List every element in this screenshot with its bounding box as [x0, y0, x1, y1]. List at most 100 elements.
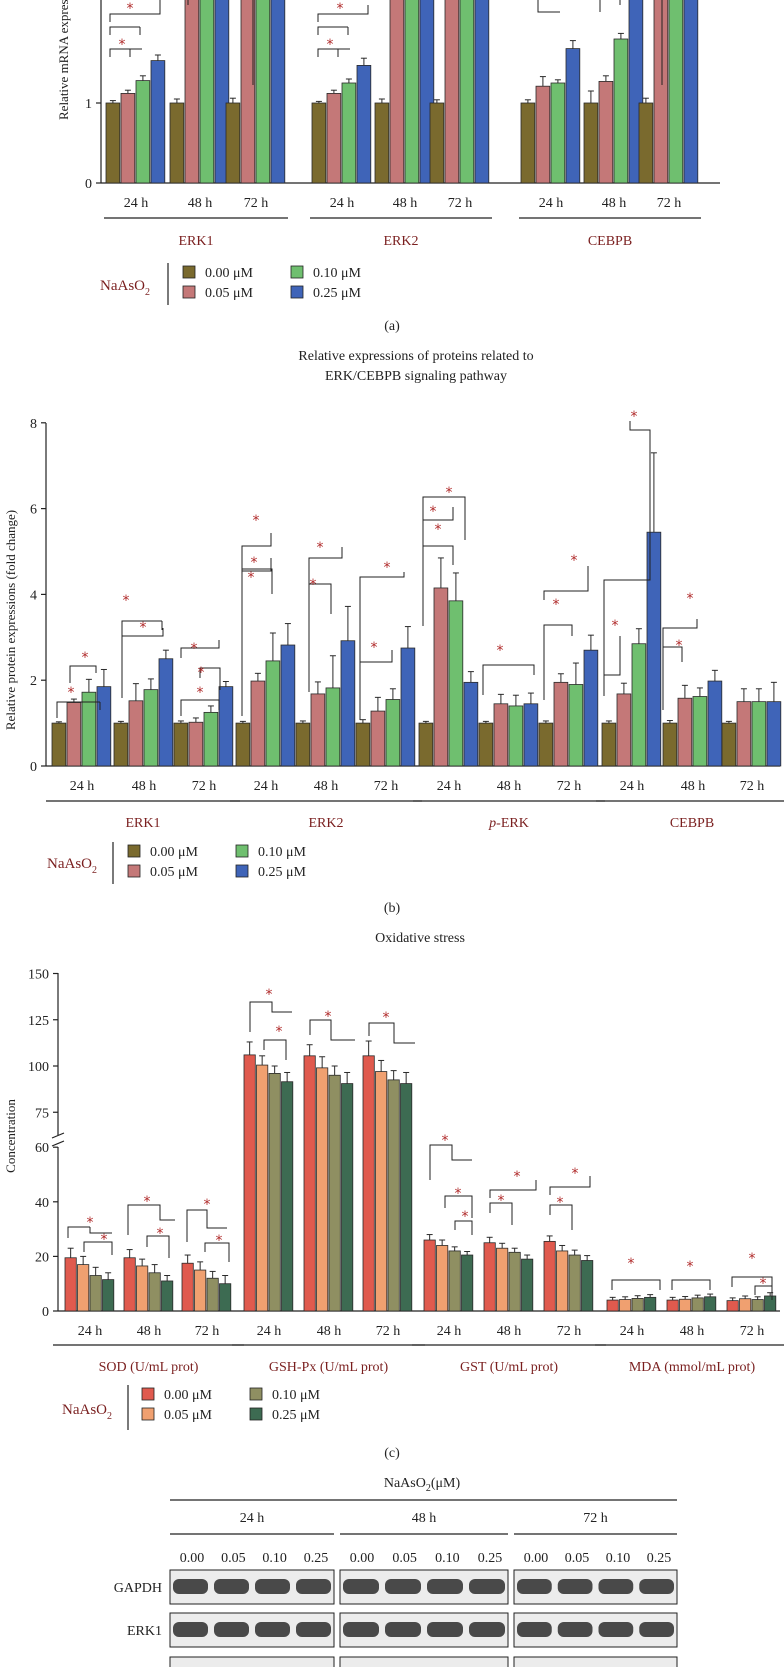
significance-bracket	[543, 566, 589, 600]
panel-a-label: (a)	[384, 319, 400, 334]
sig-star: *	[498, 1193, 505, 1209]
blot-row-label: GAPDH	[114, 1581, 162, 1596]
bar-pc-6-1	[436, 1245, 449, 1312]
significance-bracket	[308, 547, 343, 661]
sig-star: *	[371, 640, 378, 656]
significance-bracket	[241, 533, 272, 706]
bar-pb-0-2	[81, 691, 97, 767]
significance-bracket	[429, 1144, 472, 1180]
y-tick-label: 150	[28, 968, 49, 983]
sig-star: *	[435, 522, 442, 538]
x-tick-label: 24 h	[254, 779, 279, 794]
sig-star: *	[384, 560, 391, 576]
group-label-0: SOD (U/mL prot)	[99, 1360, 199, 1375]
y-tick-label: 4	[30, 588, 37, 603]
bar-pb-7-0	[478, 722, 494, 767]
significance-bracket	[731, 1276, 773, 1290]
svg-text:NaAsO2: NaAsO2	[100, 278, 150, 298]
significance-bracket	[83, 1241, 113, 1255]
significance-bracket	[67, 1226, 112, 1238]
legend-swatch-0	[182, 265, 196, 279]
bar-pc-0-3	[102, 1279, 115, 1312]
blot-conc-label: 0.00	[524, 1551, 549, 1566]
significance-bracket	[489, 1180, 537, 1198]
sig-star: *	[676, 638, 683, 654]
sig-star: *	[197, 685, 204, 701]
significance-bracket	[127, 1204, 175, 1235]
sig-star: *	[157, 1226, 164, 1242]
x-tick-label: 24 h	[78, 1324, 103, 1339]
bar-pb-4-0	[295, 722, 311, 767]
bar-pa-6-3	[565, 48, 581, 184]
bar-pa-3-2	[341, 82, 357, 184]
bar-pa-8-0	[638, 102, 654, 184]
sig-star: *	[310, 577, 317, 593]
legend-swatch-3	[235, 864, 249, 878]
bar-pb-6-3	[463, 681, 479, 767]
bar-pc-8-0	[543, 1240, 556, 1312]
sig-star: *	[87, 1215, 94, 1231]
x-tick-label: 48 h	[602, 196, 627, 211]
legend-swatch-3	[249, 1407, 263, 1421]
significance-bracket	[549, 1204, 573, 1230]
x-tick-label: 48 h	[317, 1324, 342, 1339]
bar-pa-4-1	[389, 0, 405, 184]
blot-band	[469, 1622, 505, 1637]
sig-star: *	[248, 570, 255, 586]
sig-star: *	[383, 1010, 390, 1026]
panel-a-ylabel: Relative mRNA expressions (fold change)	[56, 0, 71, 120]
bar-pc-11-2	[751, 1299, 764, 1312]
bar-pa-0-1	[120, 93, 136, 184]
bar-pc-6-3	[461, 1254, 474, 1312]
sig-star: *	[144, 1194, 151, 1210]
legend-swatch-3	[290, 285, 304, 299]
group-label-3: CEBPB	[670, 816, 714, 831]
panel-d-western-blot: NaAsO2(μM) 24 h 0.00 0.05 0.10 0.25 48 h 0.00 0…	[114, 1476, 678, 1667]
legend-swatch-0	[127, 844, 141, 858]
panel-c-label: (c)	[384, 1446, 400, 1461]
panel-b-label: (b)	[384, 901, 401, 916]
blot-band	[385, 1579, 421, 1594]
x-tick-label: 24 h	[620, 1324, 645, 1339]
sig-star: *	[327, 37, 334, 53]
bar-pc-11-3	[764, 1295, 777, 1312]
blot-band	[343, 1622, 379, 1637]
y-tick-label: 75	[35, 1106, 49, 1121]
blot-conc-label: 0.10	[262, 1551, 287, 1566]
bar-pb-5-0	[355, 722, 371, 767]
bar-pb-6-2	[448, 600, 464, 767]
panel-c-axis-break	[51, 1132, 65, 1147]
x-tick-label: 48 h	[393, 196, 418, 211]
sig-star: *	[430, 504, 437, 520]
significance-bracket	[180, 699, 220, 716]
sig-star: *	[557, 1195, 564, 1211]
significance-bracket	[199, 667, 221, 690]
bar-pc-6-2	[448, 1250, 461, 1312]
legend-label-0: 0.00 μM	[164, 1388, 213, 1403]
group-label-1: ERK2	[384, 234, 419, 249]
legend-name: NaAsO	[47, 856, 92, 872]
legend-label-2: 0.10 μM	[272, 1388, 321, 1403]
legend-swatch-2	[249, 1387, 263, 1401]
x-tick-label: 24 h	[330, 196, 355, 211]
significance-bracket	[309, 1019, 355, 1041]
bar-pb-9-1	[616, 693, 632, 767]
significance-bracket	[249, 1001, 292, 1032]
bar-pc-2-3	[219, 1283, 232, 1312]
blot-conc-label: 0.25	[647, 1551, 672, 1566]
significance-bracket	[671, 1279, 711, 1290]
bar-pb-9-0	[601, 722, 617, 767]
bar-pc-0-0	[64, 1257, 77, 1312]
blot-title: NaAsO2(μM)	[384, 1476, 461, 1494]
bar-pc-11-0	[726, 1300, 739, 1312]
x-tick-label: 48 h	[137, 1324, 162, 1339]
significance-bracket	[263, 1039, 287, 1060]
bar-pa-6-2	[550, 82, 566, 184]
bar-pa-8-2	[668, 0, 684, 184]
svg-text:NaAsO2: NaAsO2	[62, 1402, 112, 1422]
x-tick-label: 72 h	[376, 1324, 401, 1339]
legend-label-2: 0.10 μM	[258, 845, 307, 860]
x-tick-label: 24 h	[620, 779, 645, 794]
bar-pb-2-2	[203, 711, 219, 767]
significance-bracket	[603, 636, 621, 696]
